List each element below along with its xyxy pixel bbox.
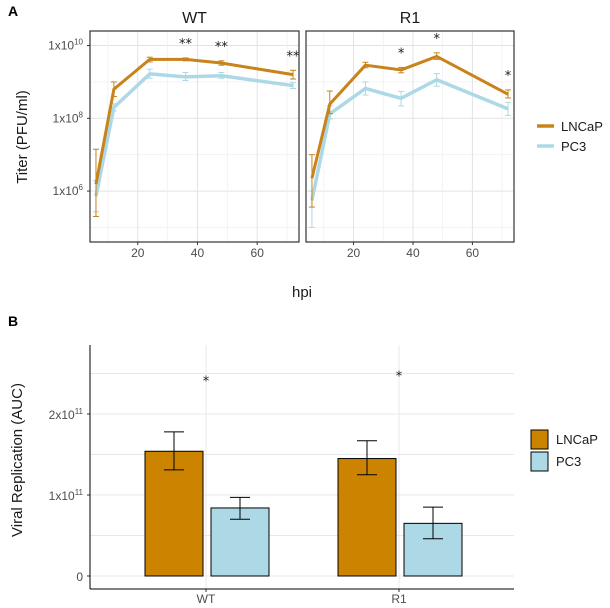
significance-marker: * [203, 375, 210, 390]
y-tick-label: 0 [76, 570, 83, 584]
legend-label: LNCaP [556, 432, 598, 447]
legend-key-pc3 [530, 451, 549, 472]
significance-marker: * [396, 370, 403, 385]
x-tick-label: R1 [391, 592, 407, 606]
legend-key-lncap [530, 429, 549, 450]
x-tick-label: 20 [131, 246, 145, 260]
x-tick-label: WT [197, 592, 216, 606]
panel-frame [89, 30, 300, 243]
panel-frame [305, 30, 515, 243]
panel-background [90, 31, 299, 242]
x-axis-title: hpi [292, 284, 312, 301]
panel-background [306, 31, 514, 242]
y-tick-label: 2x1011 [49, 407, 84, 422]
significance-marker: * [505, 69, 512, 84]
y-tick-label: 1x106 [53, 183, 84, 198]
panel-a-label: A [8, 3, 18, 19]
significance-marker: ** [287, 49, 301, 64]
series-line-pc3 [94, 72, 294, 197]
x-tick-label: 20 [347, 246, 361, 260]
significance-marker: ** [179, 37, 193, 52]
significance-marker: * [433, 32, 440, 47]
panel-b-label: B [8, 313, 18, 329]
bar-lncap-r1 [337, 458, 397, 577]
panel-a-line-chart: 1x106 1x108 1x1010 Titer (PFU/ml) hpi WT 20 40 6… [14, 10, 603, 301]
facet-title: WT [182, 10, 207, 27]
series-line-lncap [94, 57, 294, 185]
facet-r1: R1 20 40 60 * * * [305, 10, 515, 260]
series-line-pc3 [310, 77, 509, 201]
panel-b-bar-chart: 0 1x1011 2x1011 Viral Replication (AUC) WT R1… [9, 345, 598, 606]
series-line-lncap [310, 54, 509, 179]
bar-lncap-wt [144, 450, 204, 577]
legend-label: PC3 [561, 139, 586, 154]
x-tick-label: 40 [406, 246, 420, 260]
x-tick-label: 60 [251, 246, 265, 260]
legend-label: LNCaP [561, 119, 603, 134]
facet-title: R1 [400, 10, 421, 27]
y-tick-label: 1x108 [53, 110, 84, 125]
significance-marker: ** [215, 40, 229, 55]
significance-marker: * [398, 46, 405, 61]
legend-label: PC3 [556, 454, 581, 469]
y-axis-title: Viral Replication (AUC) [9, 383, 26, 537]
y-tick-label: 1x1011 [49, 488, 84, 503]
y-axis-title: Titer (PFU/ml) [14, 90, 31, 184]
y-tick-label: 1x1010 [48, 38, 83, 53]
bar-pc3-r1 [403, 522, 463, 577]
x-tick-label: 60 [466, 246, 480, 260]
x-tick-label: 40 [191, 246, 205, 260]
facet-wt: WT 20 40 60 ** ** ** [89, 10, 301, 260]
